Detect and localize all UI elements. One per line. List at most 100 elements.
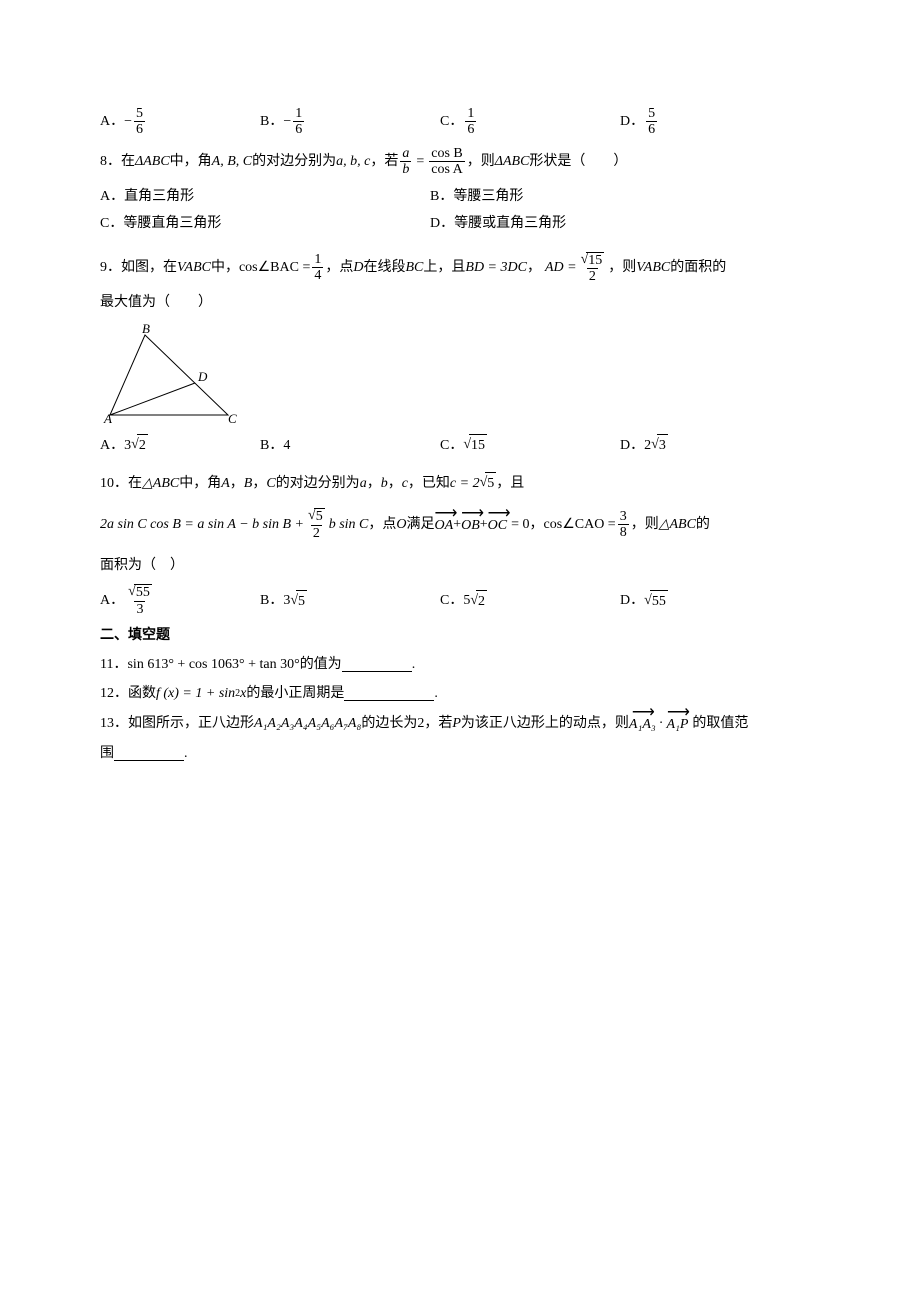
expression: sin 613° + cos 1063° + tan 30° (127, 654, 299, 675)
q8-opt-d: D． 等腰或直角三角形 (430, 213, 760, 234)
q8-opt-b: B． 等腰三角形 (430, 186, 760, 207)
vector-ob: ⟶OB (461, 513, 480, 536)
opt-text: 等腰或直角三角形 (454, 213, 566, 234)
triangle-sym: VABC (177, 257, 211, 278)
text: ，点 (368, 514, 396, 535)
fraction-right: cos B cos A (429, 146, 465, 178)
equation: c = 2 (450, 473, 480, 494)
q12: 12．函数 f (x) = 1 + sin2 x 的最小正周期是 . (100, 683, 820, 704)
opt-label: A． (100, 186, 124, 207)
opt-label: A． (100, 435, 124, 456)
point: O (396, 514, 406, 535)
q10-options: A． √55 3 B． 3 √5 C． 5 √2 D． √55 (100, 584, 820, 617)
section-2-title: 二、填空题 (100, 625, 820, 646)
segment: BC (406, 257, 424, 278)
text: 在线段 (364, 257, 406, 278)
q13-line1: 13．如图所示，正八边形 A₁A₂A₃A₄A₅A₆A₇A₈ 的边长为 2 ，若 … (100, 712, 820, 735)
vector-oa: ⟶OA (435, 513, 454, 536)
text: 8．在 (100, 151, 135, 172)
exam-page: A． − 5 6 B． − 1 6 C． 1 6 D． 5 (0, 0, 920, 872)
text: ， (527, 257, 541, 278)
triangle-sym: ΔABC (495, 151, 530, 172)
fill-blank[interactable] (342, 657, 412, 672)
sqrt: √5 (480, 472, 497, 494)
opt-label: D． (620, 590, 644, 611)
opt-label: B． (260, 111, 283, 132)
angles: A, B, C (212, 151, 252, 172)
svg-text:B: B (142, 323, 150, 336)
point: P (452, 713, 461, 734)
text: 中， (211, 257, 239, 278)
text: 的最小正周期是 (246, 683, 344, 704)
q8-options-row1: A． 直角三角形 B． 等腰三角形 (100, 186, 820, 207)
q9-figure: A B C D (100, 323, 820, 428)
text: ， (252, 473, 266, 494)
side: a (360, 473, 367, 494)
coef: 3 (124, 435, 131, 456)
vertices: A₁A₂A₃A₄A₅A₆A₇A₈ (254, 713, 361, 734)
triangle-sym: △ABC (659, 514, 696, 535)
equals: = (416, 151, 424, 172)
equation: b sin C (329, 514, 369, 535)
equation: BD = 3DC (465, 257, 527, 278)
equation: 2a sin C cos B = a sin A − b sin B + (100, 514, 304, 535)
fill-blank[interactable] (114, 746, 184, 761)
opt-text: 直角三角形 (124, 186, 194, 207)
text: ， (388, 473, 402, 494)
sqrt: √15 (463, 434, 487, 456)
text: . (434, 683, 438, 704)
text: ，且 (496, 473, 524, 494)
text: 的取值范 (692, 713, 748, 734)
fill-blank[interactable] (344, 686, 434, 701)
q8-opt-c: C． 等腰直角三角形 (100, 213, 430, 234)
text: 的对边分别为 (276, 473, 360, 494)
q7-options: A． − 5 6 B． − 1 6 C． 1 6 D． 5 (100, 106, 820, 138)
vector-a1a3: ⟶A₁A₃ (629, 712, 656, 735)
equation: AD = (545, 257, 577, 278)
text: ，若 (370, 151, 398, 172)
fraction: 1 4 (312, 252, 323, 284)
sqrt: √5 (290, 590, 307, 612)
text: 9．如图，在 (100, 257, 177, 278)
cos-expr: cos∠BAC = (239, 257, 310, 278)
text: . (412, 654, 416, 675)
q13-line2: 围 . (100, 743, 820, 764)
text: 的面积的 (670, 257, 726, 278)
q9-stem-line1: 9．如图，在 VABC 中， cos∠BAC = 1 4 ，点 D 在线段 BC… (100, 252, 820, 285)
q9-opt-b: B． 4 (260, 434, 440, 456)
text: 最大值为（ ） (100, 292, 212, 313)
text: 面积为（ ） (100, 555, 184, 576)
triangle-svg: A B C D (100, 323, 240, 428)
sides: a, b, c (336, 151, 370, 172)
value: 2 (417, 713, 424, 734)
text: ， (367, 473, 381, 494)
q10-stem-line1: 10．在 △ABC 中，角 A ， B ， C 的对边分别为 a ， b ， c… (100, 472, 820, 494)
vector-a1p: ⟶A₁P (666, 712, 688, 735)
fraction: √55 3 (126, 584, 154, 617)
q10-opt-c: C． 5 √2 (440, 584, 620, 617)
fraction: √15 2 (579, 252, 607, 285)
text: 形状是（ ） (529, 151, 627, 172)
function: f (x) = 1 + sin (156, 683, 235, 704)
opt-label: D． (620, 435, 644, 456)
equation: = 0 (511, 514, 529, 535)
q7-opt-b: B． − 1 6 (260, 106, 440, 138)
fraction: 1 6 (465, 106, 476, 138)
q10-opt-a: A． √55 3 (100, 584, 260, 617)
opt-label: D． (430, 213, 454, 234)
text: 12．函数 (100, 683, 156, 704)
text: 为该正八边形上的动点，则 (461, 713, 629, 734)
q11: 11． sin 613° + cos 1063° + tan 30° 的值为 . (100, 654, 820, 675)
q8-stem: 8．在 ΔABC 中，角 A, B, C 的对边分别为 a, b, c ，若 a… (100, 146, 820, 178)
fraction: √5 2 (306, 508, 327, 541)
text: 的对边分别为 (252, 151, 336, 172)
triangle-sym: ΔABC (135, 151, 170, 172)
sqrt: √2 (470, 590, 487, 612)
side: b (381, 473, 388, 494)
svg-text:A: A (103, 411, 112, 426)
dot-op: · (659, 713, 664, 734)
angle: A (221, 473, 230, 494)
text: 的边长为 (361, 713, 417, 734)
text: ， (530, 514, 544, 535)
text: 的值为 (300, 654, 342, 675)
